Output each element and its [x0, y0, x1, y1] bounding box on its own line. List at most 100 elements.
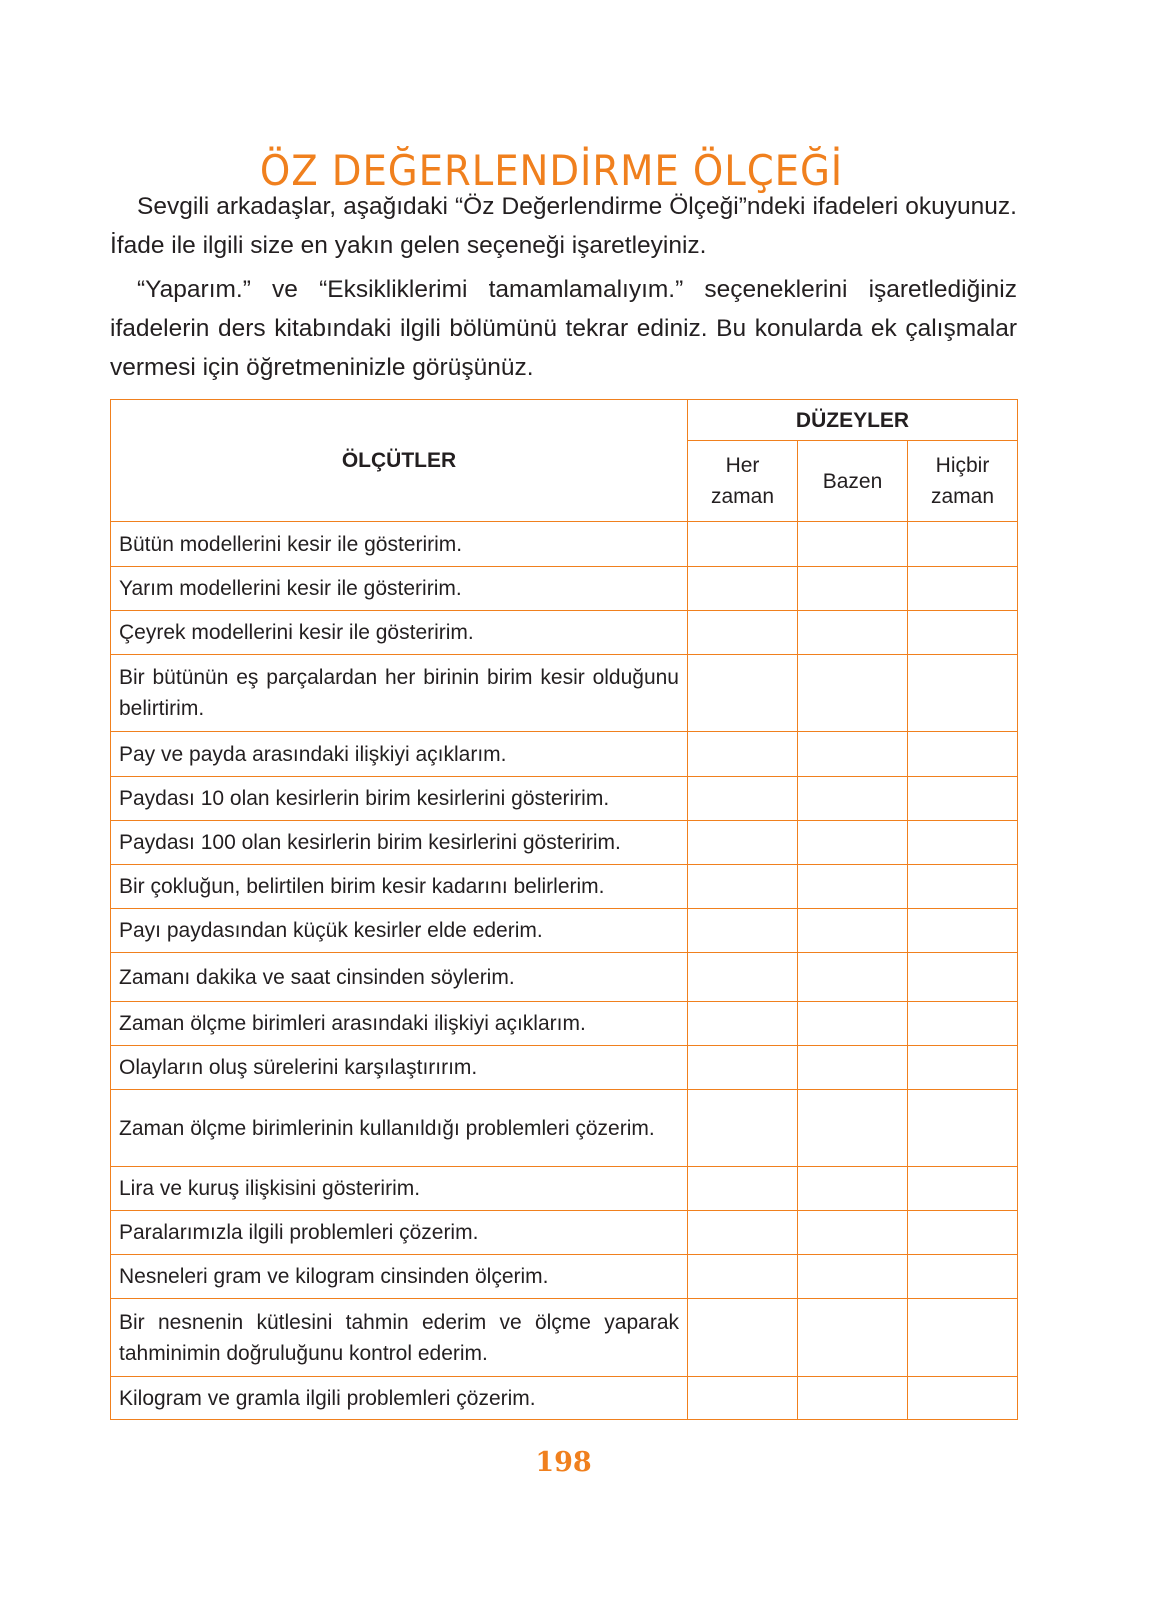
checkbox-cell-sometimes[interactable]	[797, 952, 908, 1002]
checkbox-cell-never[interactable]	[906, 1045, 1019, 1090]
checkbox-cell-never[interactable]	[906, 654, 1019, 732]
page-title: ÖZ DEĞERLENDİRME ÖLÇEĞİ	[259, 146, 844, 196]
checkbox-cell-never[interactable]	[906, 1089, 1019, 1167]
checkbox-cell-sometimes[interactable]	[797, 1254, 908, 1299]
table-row: Bütün modellerini kesir ile gösteririm.	[110, 521, 1019, 567]
table-row: Pay ve payda arasındaki ilişkiyi açıklar…	[110, 731, 1019, 777]
criterion-cell: Zaman ölçme birimleri arasındaki ilişkiy…	[110, 1001, 688, 1046]
checkbox-cell-never[interactable]	[906, 1376, 1019, 1420]
criterion-cell: Yarım modellerini kesir ile gösteririm.	[110, 566, 688, 611]
table-row: Olayların oluş sürelerini karşılaştırırı…	[110, 1045, 1019, 1090]
level-header-always: Her zaman	[687, 440, 798, 522]
table-row: Yarım modellerini kesir ile gösteririm.	[110, 566, 1019, 611]
criterion-cell: Çeyrek modellerini kesir ile gösteririm.	[110, 610, 688, 655]
self-assessment-table: ÖLÇÜTLER DÜZEYLER Her zaman Bazen Hiçbir…	[110, 399, 1019, 1420]
checkbox-cell-always[interactable]	[687, 908, 798, 953]
checkbox-cell-always[interactable]	[687, 1166, 798, 1211]
checkbox-cell-always[interactable]	[687, 1298, 798, 1377]
page-number: 198	[535, 1447, 592, 1478]
checkbox-cell-sometimes[interactable]	[797, 731, 908, 777]
criterion-cell: Nesneleri gram ve kilogram cinsinden ölç…	[110, 1254, 688, 1299]
checkbox-cell-sometimes[interactable]	[797, 1089, 908, 1167]
checkbox-cell-always[interactable]	[687, 1001, 798, 1046]
table-row: Çeyrek modellerini kesir ile gösteririm.	[110, 610, 1019, 655]
checkbox-cell-never[interactable]	[906, 1254, 1019, 1299]
checkbox-cell-never[interactable]	[906, 864, 1019, 909]
checkbox-cell-always[interactable]	[687, 820, 798, 865]
checkbox-cell-always[interactable]	[687, 654, 798, 732]
checkbox-cell-always[interactable]	[687, 952, 798, 1002]
criterion-cell: Bir bütünün eş parçalardan her birinin b…	[110, 654, 688, 732]
criterion-cell: Paydası 10 olan kesirlerin birim kesirle…	[110, 776, 688, 821]
checkbox-cell-always[interactable]	[687, 1254, 798, 1299]
checkbox-cell-always[interactable]	[687, 521, 798, 567]
checkbox-cell-sometimes[interactable]	[797, 1376, 908, 1420]
checkbox-cell-always[interactable]	[687, 864, 798, 909]
table-row: Payı paydasından küçük kesirler elde ede…	[110, 908, 1019, 953]
checkbox-cell-always[interactable]	[687, 1210, 798, 1255]
level-header-sometimes: Bazen	[797, 440, 908, 522]
checkbox-cell-sometimes[interactable]	[797, 1298, 908, 1377]
checkbox-cell-never[interactable]	[906, 566, 1019, 611]
criterion-cell: Lira ve kuruş ilişkisini gösteririm.	[110, 1166, 688, 1211]
table-row: Paydası 10 olan kesirlerin birim kesirle…	[110, 776, 1019, 821]
level-header-never: Hiçbir zaman	[906, 440, 1019, 522]
checkbox-cell-always[interactable]	[687, 566, 798, 611]
table-row: Paydası 100 olan kesirlerin birim kesirl…	[110, 820, 1019, 865]
checkbox-cell-sometimes[interactable]	[797, 610, 908, 655]
checkbox-cell-sometimes[interactable]	[797, 1045, 908, 1090]
checkbox-cell-sometimes[interactable]	[797, 521, 908, 567]
checkbox-cell-never[interactable]	[906, 1001, 1019, 1046]
checkbox-cell-never[interactable]	[906, 776, 1019, 821]
table-row: Zaman ölçme birimleri arasındaki ilişkiy…	[110, 1001, 1019, 1046]
table-row: Lira ve kuruş ilişkisini gösteririm.	[110, 1166, 1019, 1211]
criterion-cell: Olayların oluş sürelerini karşılaştırırı…	[110, 1045, 688, 1090]
checkbox-cell-never[interactable]	[906, 952, 1019, 1002]
checkbox-cell-always[interactable]	[687, 1376, 798, 1420]
checkbox-cell-never[interactable]	[906, 1298, 1019, 1377]
checkbox-cell-sometimes[interactable]	[797, 566, 908, 611]
criteria-header: ÖLÇÜTLER	[110, 399, 688, 522]
table-row: Zamanı dakika ve saat cinsinden söylerim…	[110, 952, 1019, 1002]
checkbox-cell-always[interactable]	[687, 610, 798, 655]
checkbox-cell-sometimes[interactable]	[797, 864, 908, 909]
criterion-cell: Bütün modellerini kesir ile gösteririm.	[110, 521, 688, 567]
checkbox-cell-never[interactable]	[906, 1210, 1019, 1255]
checkbox-cell-always[interactable]	[687, 776, 798, 821]
checkbox-cell-sometimes[interactable]	[797, 908, 908, 953]
levels-header: DÜZEYLER	[686, 399, 1019, 441]
criterion-cell: Bir nesnenin kütlesini tahmin ederim ve …	[110, 1298, 688, 1377]
checkbox-cell-sometimes[interactable]	[797, 820, 908, 865]
checkbox-cell-never[interactable]	[906, 521, 1019, 567]
table-row: Kilogram ve gramla ilgili problemleri çö…	[110, 1376, 1019, 1420]
criterion-cell: Paralarımızla ilgili problemleri çözerim…	[110, 1210, 688, 1255]
instruction-paragraph: “Yaparım.” ve “Eksikliklerimi tamamlamal…	[110, 276, 1017, 381]
criterion-cell: Zaman ölçme birimlerinin kullanıldığı pr…	[110, 1089, 688, 1167]
criterion-cell: Paydası 100 olan kesirlerin birim kesirl…	[110, 820, 688, 865]
criterion-cell: Payı paydasından küçük kesirler elde ede…	[110, 908, 688, 953]
table-row: Paralarımızla ilgili problemleri çözerim…	[110, 1210, 1019, 1255]
checkbox-cell-sometimes[interactable]	[797, 1210, 908, 1255]
table-row: Bir çokluğun, belirtilen birim kesir kad…	[110, 864, 1019, 909]
checkbox-cell-never[interactable]	[906, 908, 1019, 953]
table-row: Nesneleri gram ve kilogram cinsinden ölç…	[110, 1254, 1019, 1299]
checkbox-cell-always[interactable]	[687, 1089, 798, 1167]
checkbox-cell-never[interactable]	[906, 610, 1019, 655]
table-row: Bir bütünün eş parçalardan her birinin b…	[110, 654, 1019, 732]
table-row: Bir nesnenin kütlesini tahmin ederim ve …	[110, 1298, 1019, 1377]
criterion-cell: Bir çokluğun, belirtilen birim kesir kad…	[110, 864, 688, 909]
checkbox-cell-sometimes[interactable]	[797, 1001, 908, 1046]
criterion-cell: Zamanı dakika ve saat cinsinden söylerim…	[110, 952, 688, 1002]
checkbox-cell-sometimes[interactable]	[797, 776, 908, 821]
criterion-cell: Pay ve payda arasındaki ilişkiyi açıklar…	[110, 731, 688, 777]
criterion-cell: Kilogram ve gramla ilgili problemleri çö…	[110, 1376, 688, 1420]
checkbox-cell-always[interactable]	[687, 731, 798, 777]
checkbox-cell-sometimes[interactable]	[797, 1166, 908, 1211]
checkbox-cell-never[interactable]	[906, 820, 1019, 865]
checkbox-cell-never[interactable]	[906, 1166, 1019, 1211]
checkbox-cell-sometimes[interactable]	[797, 654, 908, 732]
checkbox-cell-always[interactable]	[687, 1045, 798, 1090]
table-row: Zaman ölçme birimlerinin kullanıldığı pr…	[110, 1089, 1019, 1167]
checkbox-cell-never[interactable]	[906, 731, 1019, 777]
instruction-paragraph: Sevgili arkadaşlar, aşağıdaki “Öz Değerl…	[110, 193, 1017, 259]
